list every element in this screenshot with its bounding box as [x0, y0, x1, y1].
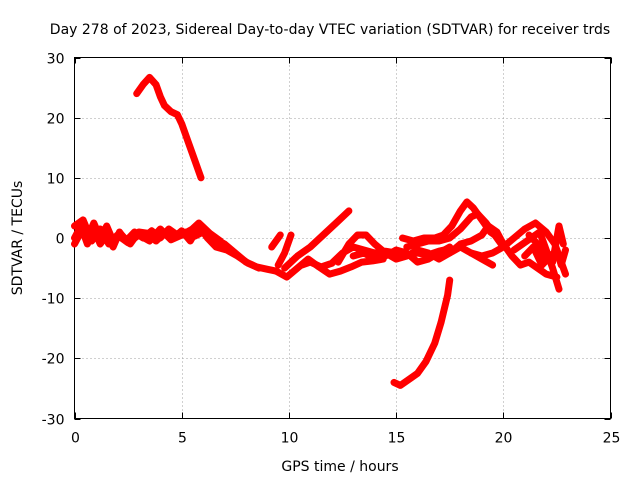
series-arc-rise-short — [268, 231, 284, 251]
y-axis-label: SDTVAR / TECUs — [10, 181, 26, 296]
x-tick-label: 5 — [178, 431, 187, 447]
y-tick-label: 10 — [47, 172, 65, 188]
x-tick-label: 15 — [388, 431, 406, 447]
y-tick-label: 20 — [47, 112, 65, 128]
series-arc-afternoon-b — [349, 243, 454, 266]
x-tick-label: 25 — [603, 431, 621, 447]
y-tick-label: 30 — [47, 52, 65, 68]
y-tick-label: 0 — [56, 232, 65, 248]
series-arc-midday-low — [272, 255, 387, 281]
grid-lines — [74, 57, 611, 419]
series-arc-high — [133, 73, 205, 182]
x-tick-label: 0 — [71, 431, 80, 447]
chart-title: Day 278 of 2023, Sidereal Day-to-day VTE… — [50, 22, 610, 38]
x-axis-label: GPS time / hours — [281, 459, 398, 475]
series-arc-evening-d — [525, 222, 567, 266]
axis-ticks: 0 5 10 15 20 25 -30 -20 -10 0 10 20 30 — [42, 52, 621, 447]
data-series — [71, 73, 569, 389]
series-arc-evening-b — [510, 228, 563, 293]
y-tick-label: -10 — [42, 292, 65, 308]
series-arc-morning-c — [71, 216, 224, 248]
x-tick-label: 10 — [281, 431, 299, 447]
y-tick-label: -30 — [42, 413, 65, 429]
x-tick-label: 20 — [495, 431, 513, 447]
series-arc-rise-long — [281, 207, 353, 272]
y-tick-label: -20 — [42, 352, 65, 368]
series-arc-low-dip — [390, 276, 454, 389]
series-arc-rise-a — [274, 231, 295, 269]
